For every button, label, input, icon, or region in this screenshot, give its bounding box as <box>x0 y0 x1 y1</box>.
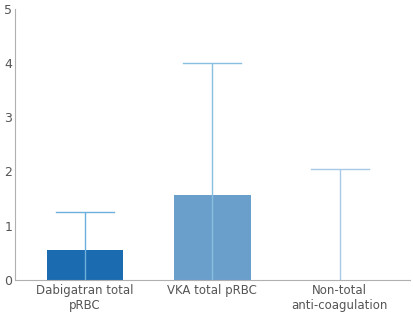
Bar <box>174 195 250 280</box>
Bar <box>47 250 123 280</box>
